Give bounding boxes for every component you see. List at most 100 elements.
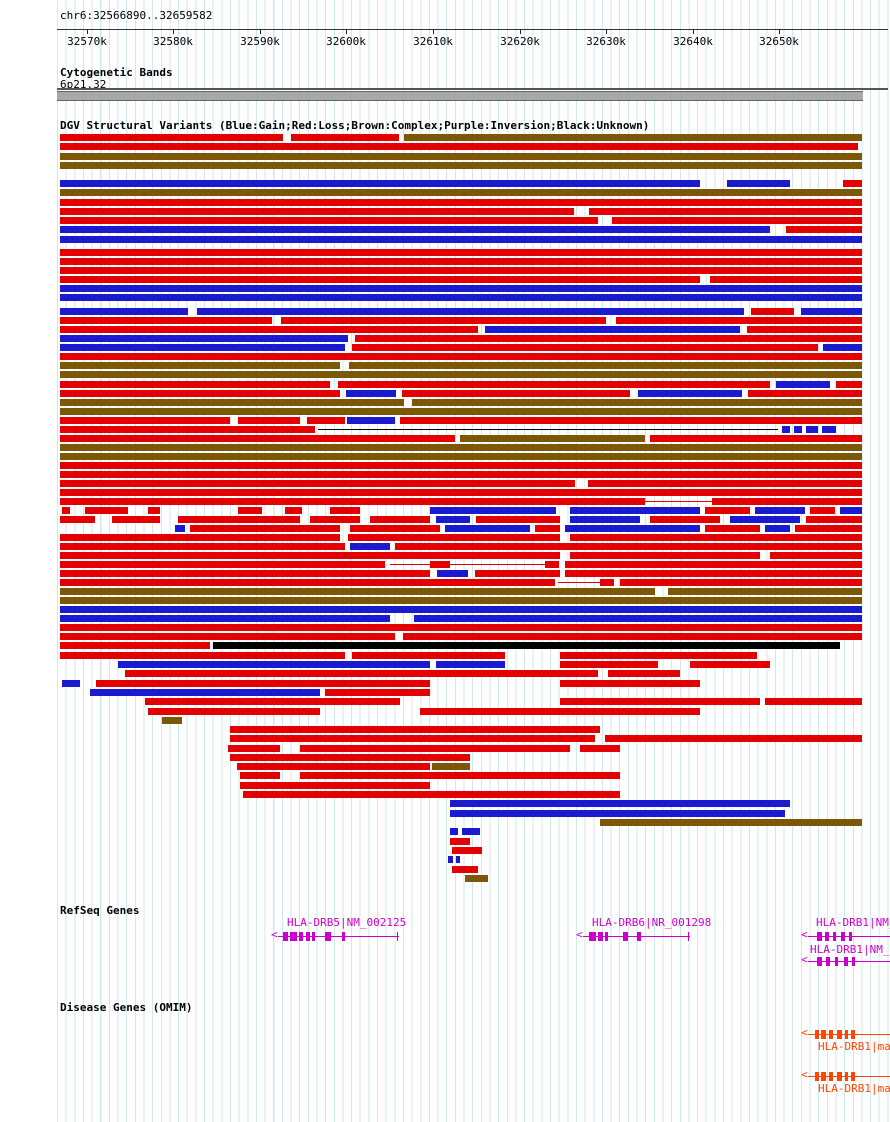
variant-bar[interactable] — [230, 754, 470, 761]
variant-bar[interactable] — [560, 698, 760, 705]
variant-bar[interactable] — [535, 525, 560, 532]
variant-bar[interactable] — [125, 670, 598, 677]
variant-bar[interactable] — [281, 317, 606, 324]
variant-bar[interactable] — [432, 763, 470, 770]
variant-bar[interactable] — [60, 579, 555, 586]
variant-bar[interactable] — [650, 516, 720, 523]
variant-bar[interactable] — [60, 633, 395, 640]
variant-bar[interactable] — [730, 516, 800, 523]
variant-bar[interactable] — [414, 615, 862, 622]
variant-bar[interactable] — [60, 236, 862, 243]
variant-bar[interactable] — [840, 507, 862, 514]
variant-bar[interactable] — [350, 525, 440, 532]
variant-bar[interactable] — [570, 534, 862, 541]
variant-bar[interactable] — [228, 745, 280, 752]
variant-bar[interactable] — [558, 582, 602, 583]
variant-bar[interactable] — [60, 489, 862, 496]
variant-bar[interactable] — [370, 516, 430, 523]
variant-bar[interactable] — [690, 661, 770, 668]
gene-label[interactable]: HLA-DRB1|NM_0 — [810, 943, 890, 956]
variant-bar[interactable] — [400, 417, 862, 424]
variant-bar[interactable] — [118, 661, 430, 668]
variant-bar[interactable] — [60, 570, 430, 577]
variant-bar[interactable] — [60, 153, 862, 160]
variant-bar[interactable] — [60, 417, 230, 424]
variant-bar[interactable] — [600, 579, 614, 586]
variant-bar[interactable] — [350, 543, 390, 550]
variant-bar[interactable] — [307, 417, 345, 424]
variant-bar[interactable] — [755, 507, 805, 514]
variant-bar[interactable] — [240, 782, 430, 789]
gene-label[interactable]: HLA-DRB1|majo — [818, 1082, 890, 1095]
variant-bar[interactable] — [620, 579, 862, 586]
variant-bar[interactable] — [62, 680, 80, 687]
variant-bar[interactable] — [560, 652, 757, 659]
variant-bar[interactable] — [62, 507, 70, 514]
variant-bar[interactable] — [570, 552, 760, 559]
variant-bar[interactable] — [60, 258, 862, 265]
variant-bar[interactable] — [90, 689, 320, 696]
variant-bar[interactable] — [570, 507, 700, 514]
variant-bar[interactable] — [60, 249, 862, 256]
variant-bar[interactable] — [795, 525, 862, 532]
variant-bar[interactable] — [765, 698, 862, 705]
variant-bar[interactable] — [60, 217, 598, 224]
variant-bar[interactable] — [810, 507, 835, 514]
variant-bar[interactable] — [60, 516, 95, 523]
variant-bar[interactable] — [616, 317, 862, 324]
variant-bar[interactable] — [668, 588, 862, 595]
variant-bar[interactable] — [60, 285, 862, 292]
variant-bar[interactable] — [770, 552, 862, 559]
variant-bar[interactable] — [213, 642, 840, 649]
variant-bar[interactable] — [843, 180, 862, 187]
variant-bar[interactable] — [605, 735, 862, 742]
variant-bar[interactable] — [197, 308, 744, 315]
variant-bar[interactable] — [60, 335, 348, 342]
variant-bar[interactable] — [60, 344, 345, 351]
variant-bar[interactable] — [60, 552, 560, 559]
variant-bar[interactable] — [565, 561, 862, 568]
variant-bar[interactable] — [600, 819, 862, 826]
variant-bar[interactable] — [436, 661, 505, 668]
variant-bar[interactable] — [608, 670, 680, 677]
variant-bar[interactable] — [347, 417, 395, 424]
gene-label[interactable]: HLA-DRB1|NM_0 — [816, 916, 890, 929]
variant-bar[interactable] — [836, 381, 862, 388]
variant-bar[interactable] — [60, 276, 700, 283]
variant-bar[interactable] — [60, 480, 575, 487]
variant-bar[interactable] — [60, 362, 340, 369]
variant-bar[interactable] — [60, 143, 858, 150]
variant-bar[interactable] — [112, 516, 160, 523]
variant-bar[interactable] — [85, 507, 128, 514]
variant-bar[interactable] — [765, 525, 790, 532]
variant-bar[interactable] — [589, 208, 862, 215]
variant-bar[interactable] — [705, 507, 750, 514]
variant-bar[interactable] — [230, 735, 595, 742]
variant-bar[interactable] — [352, 652, 505, 659]
variant-bar[interactable] — [465, 875, 488, 882]
variant-bar[interactable] — [60, 308, 188, 315]
variant-bar[interactable] — [560, 680, 700, 687]
variant-bar[interactable] — [450, 810, 785, 817]
variant-bar[interactable] — [638, 390, 742, 397]
gene-label[interactable]: HLA-DRB6|NR_001298 — [592, 916, 712, 929]
variant-bar[interactable] — [450, 800, 790, 807]
variant-bar[interactable] — [747, 326, 862, 333]
variant-bar[interactable] — [60, 561, 385, 568]
variant-bar[interactable] — [60, 652, 345, 659]
variant-bar[interactable] — [395, 543, 862, 550]
variant-bar[interactable] — [300, 745, 570, 752]
variant-bar[interactable] — [806, 516, 862, 523]
variant-bar[interactable] — [348, 534, 560, 541]
variant-bar[interactable] — [60, 134, 283, 141]
variant-bar[interactable] — [404, 134, 862, 141]
variant-bar[interactable] — [612, 217, 862, 224]
variant-bar[interactable] — [60, 444, 862, 451]
variant-bar[interactable] — [782, 426, 790, 433]
variant-bar[interactable] — [60, 642, 210, 649]
variant-bar[interactable] — [570, 516, 640, 523]
variant-bar[interactable] — [560, 661, 658, 668]
variant-bar[interactable] — [60, 189, 862, 196]
variant-bar[interactable] — [60, 534, 340, 541]
variant-bar[interactable] — [175, 525, 185, 532]
